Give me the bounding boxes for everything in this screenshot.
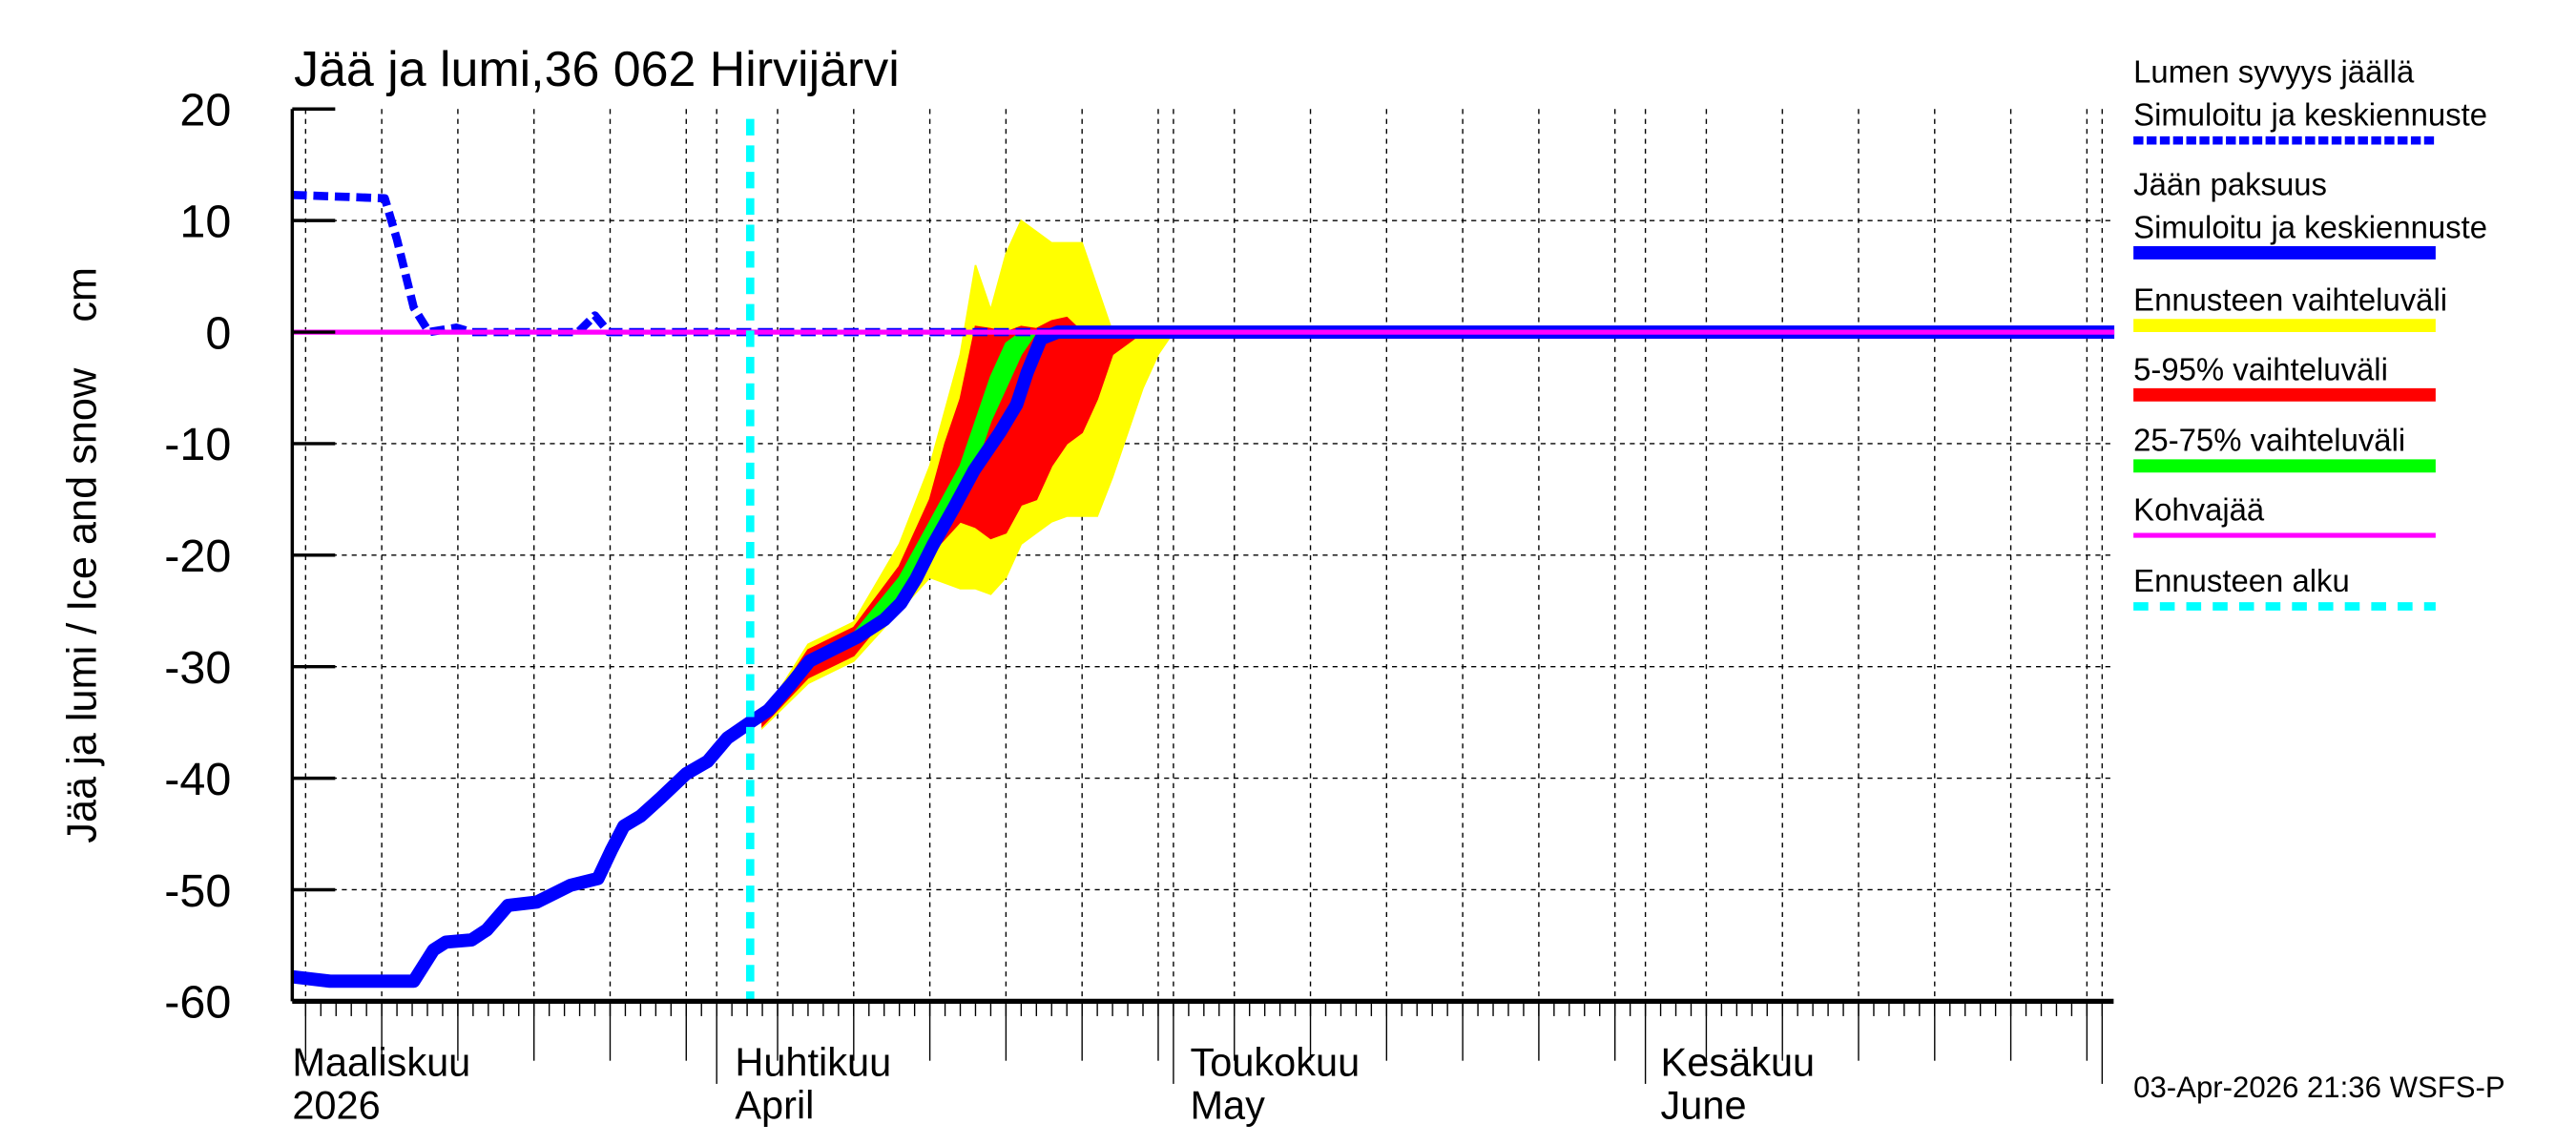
month-label: Toukokuu bbox=[1190, 1039, 1360, 1084]
month-label-en: April bbox=[735, 1082, 814, 1127]
legend-label: Ennusteen alku bbox=[2133, 563, 2350, 598]
series-lines bbox=[291, 118, 2115, 1002]
grid bbox=[292, 109, 2114, 1002]
y-tick-label: -40 bbox=[164, 754, 231, 805]
y-tick-label: -60 bbox=[164, 977, 231, 1029]
legend: Lumen syvyys jäällä Simuloitu ja keskienn… bbox=[2133, 54, 2487, 611]
legend-label: Kohvajää bbox=[2133, 491, 2265, 527]
ice-thickness-line bbox=[291, 325, 2115, 989]
legend-label: Ennusteen vaihteluväli bbox=[2133, 282, 2447, 318]
y-axis-label: Jää ja lumi / Ice and snow cm bbox=[59, 267, 105, 843]
legend-label: 25-75% vaihteluväli bbox=[2133, 423, 2405, 458]
y-tick-label: 0 bbox=[205, 307, 231, 359]
month-label: Maaliskuu bbox=[292, 1039, 470, 1084]
y-tick-label: -10 bbox=[164, 419, 231, 470]
timestamp-footer: 03-Apr-2026 21:36 WSFS-P bbox=[2133, 1071, 2505, 1104]
legend-sublabel: Simuloitu ja keskiennuste bbox=[2133, 97, 2487, 133]
y-tick-label: 20 bbox=[179, 85, 231, 136]
legend-label: 5-95% vaihteluväli bbox=[2133, 351, 2388, 386]
month-label-en: June bbox=[1661, 1082, 1747, 1127]
y-tick-label: 10 bbox=[179, 196, 231, 247]
snow-depth-line bbox=[291, 190, 1158, 337]
y-tick-label: -30 bbox=[164, 642, 231, 694]
y-tick-label: -50 bbox=[164, 865, 231, 917]
legend-sublabel: Simuloitu ja keskiennuste bbox=[2133, 209, 2487, 244]
y-tick-label: -20 bbox=[164, 531, 231, 582]
month-label: Kesäkuu bbox=[1661, 1039, 1816, 1084]
legend-label: Jään paksuus bbox=[2133, 166, 2327, 201]
chart-title: Jää ja lumi,36 062 Hirvijärvi bbox=[294, 42, 900, 97]
month-label-en: May bbox=[1190, 1082, 1265, 1127]
month-label-en: 2026 bbox=[292, 1082, 380, 1127]
legend-label: Lumen syvyys jäällä bbox=[2133, 54, 2415, 90]
month-label: Huhtikuu bbox=[735, 1039, 891, 1084]
